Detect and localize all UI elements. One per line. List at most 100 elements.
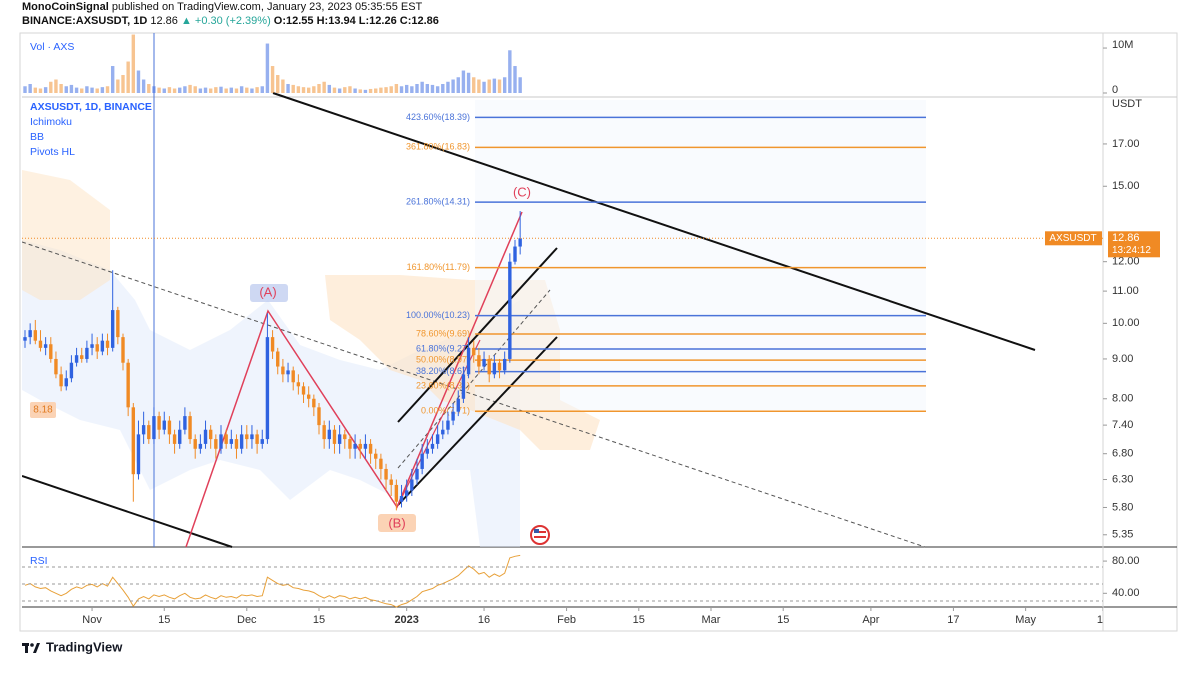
candle-body (451, 411, 455, 421)
candle-body (255, 434, 259, 444)
volume-bar (49, 81, 53, 93)
candle-body (399, 496, 404, 502)
volume-title: Vol · AXS (30, 41, 74, 53)
candle-body (193, 439, 197, 449)
volume-bar (477, 79, 481, 93)
volume-bar (64, 86, 68, 93)
volume-bar (131, 34, 136, 93)
candle-body (136, 434, 141, 475)
candle-body (33, 330, 38, 341)
candle-body (178, 429, 182, 444)
candle-body (379, 458, 383, 469)
rsi-tick-label: 40.00 (1112, 587, 1140, 599)
fib-zone (475, 100, 926, 410)
volume-bar (270, 66, 275, 93)
brand: TradingView (46, 639, 123, 654)
candle-body (95, 344, 99, 352)
volume-bar (492, 78, 497, 93)
flag-icon (530, 525, 550, 545)
publisher: MonoCoinSignal (22, 1, 109, 13)
candle-body (441, 429, 445, 435)
candle-body (141, 425, 146, 435)
volume-bar (172, 88, 177, 93)
volume-bar (420, 81, 424, 93)
wave-label: (A) (259, 284, 276, 299)
volume-bar (162, 88, 166, 93)
candle-body (59, 374, 63, 387)
dashed-trend-line (22, 241, 926, 548)
rsi-title: RSI (30, 555, 48, 567)
candle-body (80, 355, 84, 359)
volume-bar (141, 79, 146, 93)
volume-bar (399, 86, 404, 93)
x-tick-label: Mar (702, 614, 721, 626)
volume-bar (121, 75, 125, 93)
volume-bar (497, 79, 502, 93)
volume-bar (80, 88, 84, 93)
volume-bar (363, 89, 368, 93)
volume-bar (265, 43, 270, 93)
volume-bar (281, 79, 285, 93)
candle-body (100, 340, 105, 352)
volume-bar (229, 87, 234, 93)
brand-logo (22, 643, 40, 653)
candle-body (260, 439, 264, 444)
volume-bar (343, 87, 347, 93)
volume-bar (167, 87, 172, 93)
volume-bar (136, 70, 141, 93)
volume-bar (276, 75, 280, 93)
candle-body (327, 429, 332, 440)
volume-bar (214, 87, 218, 93)
candle-body (90, 344, 94, 348)
wave-label: (C) (513, 184, 531, 199)
volume-bar (286, 84, 290, 93)
volume-bar (296, 86, 301, 93)
change: ▲ +0.30 (+2.39%) (181, 15, 271, 27)
candle-body (157, 416, 161, 430)
candle-body (312, 398, 316, 408)
candle-body (322, 425, 326, 440)
candle-body (49, 344, 53, 359)
candle-body (513, 246, 517, 262)
volume-bar (198, 88, 203, 93)
volume-bar (322, 81, 326, 93)
candle-body (461, 374, 466, 399)
volume-bar (358, 89, 362, 93)
x-tick-label: Nov (82, 614, 102, 626)
candle-body (291, 370, 295, 383)
volume-bar (332, 87, 337, 93)
x-tick-label: Feb (557, 614, 576, 626)
candle-body (384, 468, 388, 480)
candle-body (85, 347, 89, 359)
x-tick-label: 15 (777, 614, 789, 626)
candle-body (446, 420, 450, 430)
candle-body (43, 344, 48, 348)
y-tick-label: 6.30 (1112, 473, 1133, 485)
candle-body (121, 337, 125, 363)
price-tag: AXSUSDT (1049, 233, 1096, 244)
data-marks: Nov 15 Dec 15 2023 16 Feb 15 Mar 15 Apr 17 May 16 423.… (23, 34, 1103, 626)
volume-bar (147, 84, 151, 93)
channel-line (397, 247, 558, 423)
header-line-1: MonoCoinSignal published on TradingView.… (22, 1, 423, 13)
fib-label: 161.80%(11.79) (407, 262, 470, 272)
trend-line (272, 92, 1036, 351)
countdown: 13:24:12 (1112, 245, 1151, 256)
volume-bar (456, 77, 460, 93)
candle-body (301, 386, 306, 395)
pivot-box (30, 402, 56, 418)
volume-bar (54, 79, 58, 93)
wave-label-box (378, 514, 416, 532)
volume-bar (301, 87, 306, 93)
candle-body (487, 358, 491, 375)
wave-label: (B) (388, 515, 405, 530)
volume-bar (105, 86, 110, 93)
candle-body (296, 382, 301, 387)
x-tick-label: 15 (158, 614, 170, 626)
volume-bar (219, 86, 223, 93)
x-tick-label: 16 (478, 614, 490, 626)
y-tick-label: 7.40 (1112, 419, 1133, 431)
price-unit: USDT (1112, 98, 1142, 110)
volume-bar (90, 87, 94, 93)
x-tick-label: 15 (313, 614, 325, 626)
